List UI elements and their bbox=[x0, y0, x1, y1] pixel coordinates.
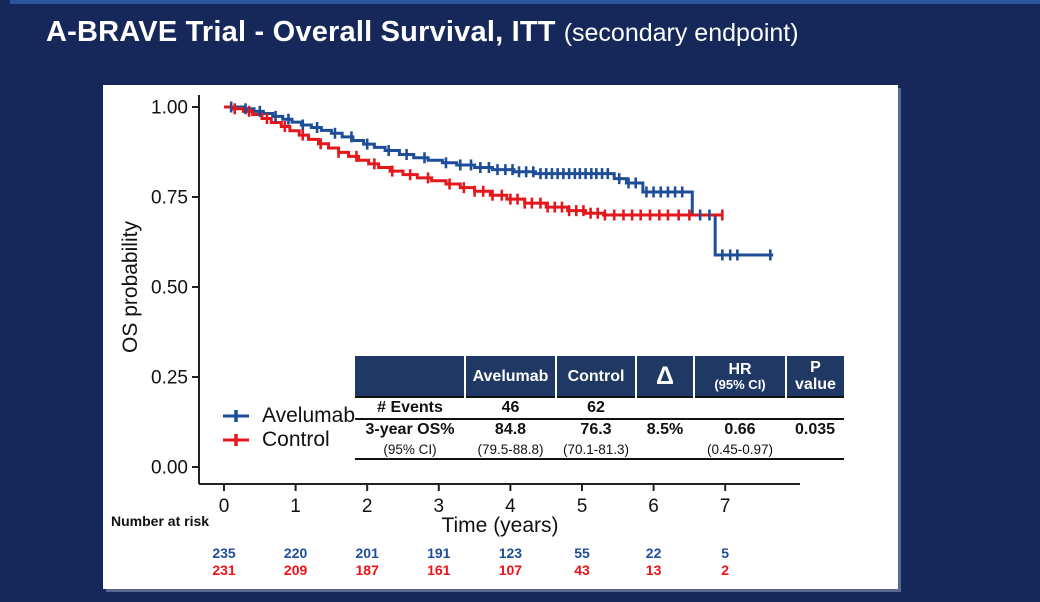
ci-hr: (0.45-0.97) bbox=[706, 441, 774, 457]
legend-label-avelumab: Avelumab bbox=[262, 404, 356, 427]
events-row: # Events 46 62 bbox=[355, 397, 844, 419]
x-tick-label: 5 bbox=[577, 496, 588, 517]
top-accent-line bbox=[10, 0, 1040, 4]
ci-control: (70.1-81.3) bbox=[562, 441, 630, 457]
risk-count-control-year7: 2 bbox=[721, 562, 730, 578]
avelumab-curve-swatch-icon bbox=[223, 410, 249, 422]
ci-label: (95% CI) bbox=[383, 441, 437, 457]
os-delta: 8.5% bbox=[646, 421, 684, 438]
results-header-delta: Δ bbox=[635, 356, 694, 397]
ci-avelumab: (79.5-88.8) bbox=[477, 441, 544, 457]
risk-count-control-year0: 231 bbox=[212, 562, 236, 578]
events-pvalue bbox=[786, 397, 844, 419]
y-tick-label: 0.50 bbox=[151, 278, 188, 299]
results-header-control: Control bbox=[555, 356, 636, 397]
os-row: 3-year OS% 84.8 76.3 8.5% 0.66 0.035 bbox=[355, 419, 844, 440]
x-tick-label: 3 bbox=[434, 496, 445, 517]
risk-count-avelumab-year4: 123 bbox=[498, 545, 523, 561]
km-curve-avelumab bbox=[224, 105, 774, 257]
os-avelumab: 84.8 bbox=[494, 421, 527, 438]
legend-label-control: Control bbox=[262, 428, 330, 451]
y-tick-label: 0.00 bbox=[151, 458, 188, 479]
x-tick-label: 4 bbox=[505, 496, 516, 517]
risk-count-control-year3: 161 bbox=[427, 562, 451, 578]
results-header-empty bbox=[355, 356, 465, 397]
risk-count-control-year1: 209 bbox=[283, 562, 308, 578]
slide-title: A-BRAVE Trial - Overall Survival, ITT (se… bbox=[46, 16, 799, 49]
x-tick-label: 7 bbox=[720, 496, 731, 517]
legend-item-control: Control bbox=[221, 428, 355, 452]
os-control: 76.3 bbox=[580, 421, 612, 438]
results-header-avelumab: Avelumab bbox=[464, 356, 556, 397]
results-header-pvalue: P value bbox=[785, 356, 844, 397]
slide-title-suffix: (secondary endpoint) bbox=[563, 19, 799, 47]
x-tick-label: 6 bbox=[648, 496, 659, 517]
risk-count-control-year6: 13 bbox=[645, 562, 662, 578]
x-tick-label: 0 bbox=[219, 496, 230, 517]
risk-count-control-year4: 107 bbox=[498, 562, 523, 578]
y-tick-label: 1.00 bbox=[151, 98, 188, 119]
events-delta bbox=[636, 397, 694, 419]
os-label: 3-year OS% bbox=[365, 421, 455, 438]
ci-pvalue bbox=[786, 440, 844, 459]
kaplan-meier-plot: 1.00 0.75 0.50 0.25 0.00 0 1 2 3 4 5 6 7 Time (years)… bbox=[119, 95, 800, 537]
risk-count-control-year5: 43 bbox=[574, 562, 590, 578]
risk-count-avelumab-year7: 5 bbox=[721, 545, 730, 561]
y-tick-label: 0.25 bbox=[151, 368, 188, 389]
risk-count-avelumab-year3: 191 bbox=[427, 545, 451, 561]
x-tick-label: 2 bbox=[362, 496, 373, 517]
os-pvalue: 0.035 bbox=[794, 421, 836, 438]
control-curve-swatch-icon bbox=[223, 434, 249, 446]
results-table: Avelumab Control Δ HR (95% CI) P value #… bbox=[355, 356, 844, 460]
x-tick-label: 1 bbox=[290, 496, 301, 517]
risk-count-avelumab-year0: 235 bbox=[212, 545, 236, 561]
slide-title-main: A-BRAVE Trial - Overall Survival, ITT bbox=[46, 16, 556, 48]
risk-count-avelumab-year6: 22 bbox=[645, 545, 662, 561]
events-control: 62 bbox=[587, 399, 605, 416]
number-at-risk-label: Number at risk bbox=[111, 513, 210, 529]
y-axis-label: OS probability bbox=[119, 221, 142, 353]
events-hr bbox=[694, 397, 786, 419]
os-hr: 0.66 bbox=[724, 421, 756, 438]
risk-count-avelumab-year1: 220 bbox=[283, 545, 308, 561]
results-header-hr: HR (95% CI) bbox=[693, 356, 786, 397]
risk-count-control-year2: 187 bbox=[355, 562, 379, 578]
chart-panel: 1.00 0.75 0.50 0.25 0.00 0 1 2 3 4 5 6 7 Time (years)… bbox=[103, 85, 898, 589]
events-avelumab: 46 bbox=[501, 399, 520, 416]
x-axis-label: Time (years) bbox=[441, 514, 558, 537]
ci-row: (95% CI) (79.5-88.8) (70.1-81.3) (0.45-0… bbox=[355, 440, 844, 459]
ci-delta bbox=[636, 440, 694, 459]
results-header-row: Avelumab Control Δ HR (95% CI) P value bbox=[355, 356, 844, 397]
events-label: # Events bbox=[377, 399, 443, 416]
risk-count-avelumab-year5: 55 bbox=[574, 545, 590, 561]
chart-legend: Avelumab Control bbox=[221, 404, 355, 452]
risk-count-avelumab-year2: 201 bbox=[355, 545, 379, 561]
legend-item-avelumab: Avelumab bbox=[221, 404, 355, 428]
y-tick-label: 0.75 bbox=[151, 188, 188, 209]
